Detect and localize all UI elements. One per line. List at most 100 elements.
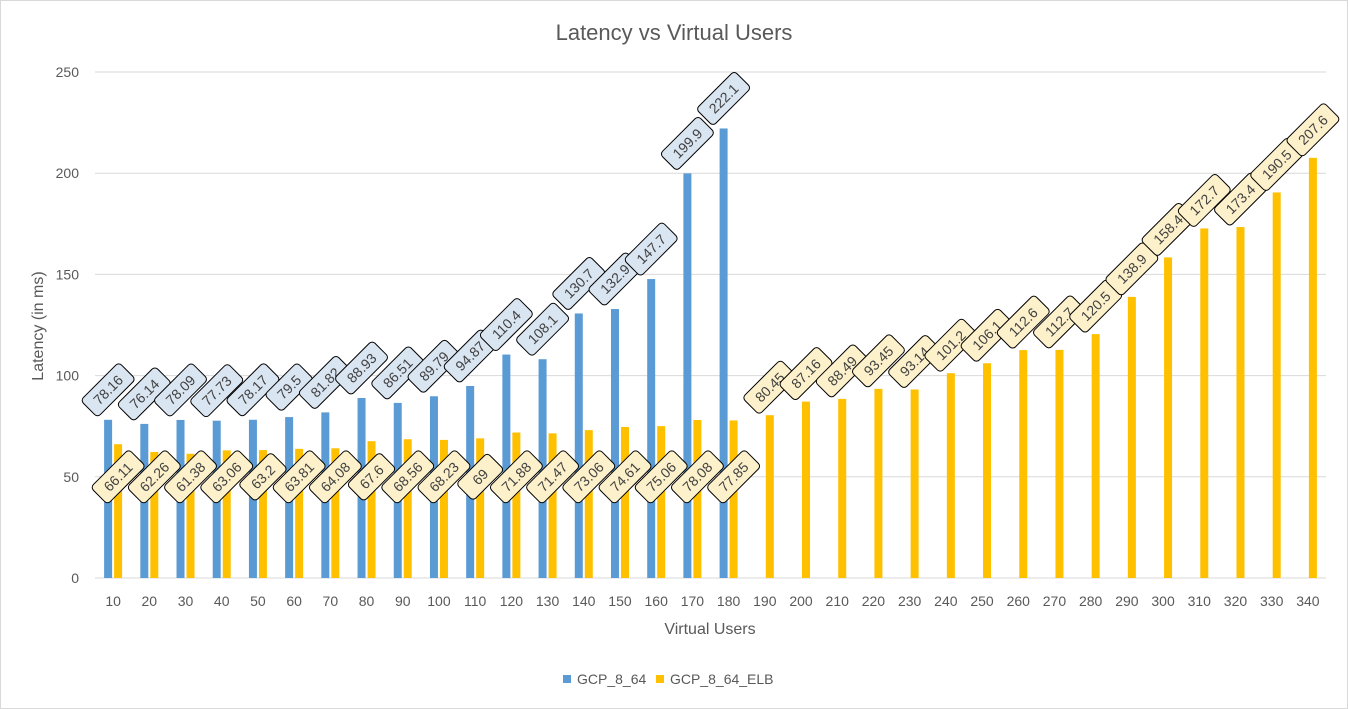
- x-tick-label: 50: [250, 593, 266, 609]
- y-tick-label: 150: [56, 266, 80, 282]
- x-tick-label: 130: [536, 593, 560, 609]
- x-tick-label: 90: [395, 593, 411, 609]
- data-label-box: [815, 344, 869, 398]
- x-tick-label: 210: [826, 593, 850, 609]
- bar-gcp-8-64-elb: [367, 441, 376, 578]
- x-tick-label: 10: [105, 593, 121, 609]
- data-label-box: [996, 295, 1050, 349]
- data-label-box: [200, 450, 254, 504]
- y-axis-ticks: 0 50 100 150 200 250: [56, 64, 80, 586]
- data-label-box: [226, 363, 280, 417]
- data-label-box: [190, 364, 244, 418]
- x-tick-label: 220: [862, 593, 886, 609]
- x-tick-label: 140: [572, 593, 596, 609]
- x-tick-label: 60: [286, 593, 302, 609]
- bar-gcp-8-64-elb: [150, 451, 159, 578]
- x-tick-label: 270: [1043, 593, 1067, 609]
- bar-gcp-8-64-elb: [765, 415, 774, 578]
- data-label-box: [670, 450, 724, 504]
- gridlines: [95, 71, 1326, 579]
- data-label: 222.1: [697, 72, 751, 125]
- data-label-box: [624, 222, 678, 276]
- bar-gcp-8-64-elb: [1236, 227, 1245, 579]
- data-label-box: [272, 450, 326, 504]
- bar-gcp-8-64-elb: [295, 448, 304, 578]
- bar-gcp-8-64-elb: [802, 401, 811, 578]
- bar-gcp-8-64-elb: [114, 444, 123, 578]
- x-tick-label: 320: [1224, 593, 1248, 609]
- data-label-box: [924, 318, 978, 372]
- data-label-box: [347, 453, 396, 501]
- legend-label: GCP_8_64: [577, 671, 646, 687]
- bar-gcp-8-64-elb: [1127, 296, 1136, 578]
- x-tick-label: 240: [934, 593, 958, 609]
- data-label-box: [1177, 174, 1231, 227]
- x-tick-label: 20: [142, 593, 158, 609]
- data-label-box: [91, 450, 145, 504]
- data-label-box: [298, 355, 352, 409]
- data-label: 199.9: [660, 116, 714, 170]
- bar-gcp-8-64: [502, 354, 511, 578]
- data-label: 147.7: [624, 222, 678, 276]
- x-axis-ticks: 10 20 30 40 50 60 70 80 90 100 110 120 130 140 150 160 1…: [105, 593, 1319, 609]
- x-tick-label: 160: [645, 593, 669, 609]
- legend-label: GCP_8_64_ELB: [670, 671, 774, 687]
- bar-gcp-8-64-elb: [439, 439, 448, 578]
- data-label: 78.09: [154, 363, 207, 417]
- data-label-box: [852, 334, 905, 388]
- bar-gcp-8-64-elb: [620, 426, 629, 578]
- data-label-box: [634, 450, 688, 504]
- x-tick-label: 120: [500, 593, 524, 609]
- chart-title: Latency vs Virtual Users: [556, 20, 793, 45]
- x-tick-label: 40: [214, 593, 230, 609]
- bar-gcp-8-64-elb: [838, 398, 847, 578]
- data-label-box: [1286, 103, 1340, 157]
- bar-gcp-8-64: [574, 313, 583, 578]
- data-label-box: [479, 298, 533, 351]
- bar-gcp-8-64-elb: [403, 439, 412, 578]
- x-tick-label: 250: [970, 593, 994, 609]
- x-tick-label: 110: [464, 593, 487, 609]
- bar-gcp-8-64-elb: [476, 438, 485, 578]
- bar-gcp-8-64-elb: [548, 433, 557, 578]
- data-label-box: [888, 335, 942, 388]
- data-label-box: [127, 450, 181, 504]
- data-label-box: [743, 360, 797, 414]
- legend-swatch: [656, 675, 664, 683]
- y-tick-label: 200: [56, 165, 80, 181]
- data-labels: 78.16 76.14 78.09 77.73 78.17 79.5 81.82 88.93 8…: [81, 72, 1340, 504]
- bar-gcp-8-64-elb: [1019, 350, 1028, 578]
- data-label: 79.5: [265, 363, 313, 411]
- bar-gcp-8-64-elb: [874, 388, 883, 578]
- data-label-box: [407, 339, 461, 393]
- x-tick-label: 30: [178, 593, 194, 609]
- bar-gcp-8-64-elb: [693, 419, 702, 578]
- data-label-box: [335, 341, 388, 395]
- bar-gcp-8-64-elb: [1091, 334, 1100, 578]
- bar-gcp-8-64-elb: [1200, 228, 1209, 578]
- y-tick-label: 50: [63, 469, 79, 485]
- data-label-box: [779, 347, 833, 401]
- y-tick-label: 0: [71, 570, 79, 586]
- data-label-box: [660, 116, 714, 170]
- legend: GCP_8_64 GCP_8_64_ELB: [563, 671, 774, 687]
- y-tick-label: 100: [56, 368, 80, 384]
- data-label-box: [552, 257, 606, 310]
- data-label-box: [516, 302, 569, 356]
- legend-swatch: [563, 675, 571, 683]
- bar-gcp-8-64-elb: [946, 373, 955, 578]
- x-tick-label: 300: [1151, 593, 1175, 609]
- data-label-box: [417, 450, 471, 504]
- bar-gcp-8-64-elb: [1055, 349, 1064, 578]
- bars: [104, 128, 1317, 579]
- bar-gcp-8-64-elb: [983, 363, 992, 578]
- bar-gcp-8-64-elb: [1308, 157, 1317, 578]
- x-tick-label: 170: [681, 593, 705, 609]
- y-axis-title: Latency (in ms): [30, 271, 47, 380]
- bar-gcp-8-64: [610, 309, 619, 578]
- data-label-box: [265, 363, 313, 411]
- bar-gcp-8-64-elb: [657, 426, 666, 578]
- x-tick-label: 150: [608, 593, 632, 609]
- data-label-box: [154, 363, 207, 417]
- bar-gcp-8-64: [538, 359, 547, 578]
